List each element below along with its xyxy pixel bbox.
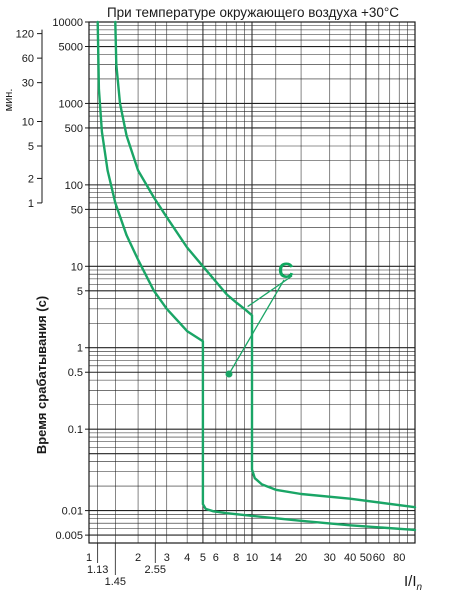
x-tick-label: 2 xyxy=(135,552,141,564)
x-tick-label: 3 xyxy=(164,552,170,564)
trip-curve-1 xyxy=(96,20,417,532)
minutes-tick-label: 10 xyxy=(22,116,34,128)
x-axis-unit: I/In xyxy=(404,573,423,593)
x-axis-label-main: I/I xyxy=(404,573,417,590)
curve-annotation: C xyxy=(225,258,294,378)
x-tick-label: 1.45 xyxy=(105,576,126,588)
curve-label-c: C xyxy=(278,258,294,283)
x-axis-label: I/In xyxy=(404,573,423,593)
y-axis-label: Время срабатывания (с) xyxy=(34,296,49,454)
y-tick-label: 0.5 xyxy=(68,367,83,379)
minutes-tick-label: 1 xyxy=(28,198,34,210)
y-tick-label: 100 xyxy=(65,180,83,192)
y-tick-label: 500 xyxy=(65,123,83,135)
x-tick-label: 60 xyxy=(373,552,385,564)
y-tick-label: 0.1 xyxy=(68,424,83,436)
x-tick-label: 1 xyxy=(86,552,92,564)
minutes-axis: 120 60 30 10 5 2 1 xyxy=(16,29,43,210)
x-tick-label: 5 xyxy=(200,552,206,564)
annotation-leader-lower xyxy=(228,279,285,375)
grid-major-lines xyxy=(88,22,415,543)
minutes-tick-label: 30 xyxy=(22,78,34,90)
annotation-leader-upper xyxy=(247,275,293,308)
x-tick-label: 4 xyxy=(184,552,190,564)
x-tick-label: 20 xyxy=(295,552,307,564)
chart-title: При температуре окружающего воздуха +30°… xyxy=(107,5,399,20)
x-tick-label: 6 xyxy=(213,552,219,564)
x-axis-ticks: 11.131.45 2 2.553 4 5 6 8 10 14 20 30 40 50 60 80 xyxy=(86,543,405,588)
minutes-tick-label: 120 xyxy=(16,29,34,41)
y-axis-ticks: 10000 5000 1000 500 100 50 10 5 1 0.5 0.1 0.01 0.005 xyxy=(52,17,89,542)
x-tick-label: 80 xyxy=(393,552,405,564)
x-tick-label: 2.55 xyxy=(145,564,166,576)
x-axis-label-subscript: n xyxy=(417,582,423,593)
y-tick-label: 10 xyxy=(71,261,83,273)
x-tick-label: 30 xyxy=(324,552,336,564)
minutes-tick-label: 60 xyxy=(22,53,34,65)
x-tick-label: 8 xyxy=(233,552,239,564)
plot-frame xyxy=(88,21,416,544)
minutes-axis-label: мин. xyxy=(3,89,15,112)
annotation-dot xyxy=(225,370,233,378)
y-tick-label: 0.005 xyxy=(55,530,83,542)
x-tick-label: 50 xyxy=(360,552,372,564)
y-tick-label: 5 xyxy=(77,286,83,298)
y-tick-label: 5000 xyxy=(59,42,83,54)
x-tick-label: 40 xyxy=(344,552,356,564)
minutes-tick-label: 5 xyxy=(28,141,34,153)
x-tick-label: 10 xyxy=(246,552,258,564)
y-tick-label: 0.01 xyxy=(62,506,83,518)
y-tick-label: 1 xyxy=(77,343,83,355)
minutes-tick-label: 2 xyxy=(28,173,34,185)
x-tick-label: 1.13 xyxy=(87,564,108,576)
y-tick-label: 50 xyxy=(71,204,83,216)
x-tick-label: 14 xyxy=(270,552,282,564)
y-tick-label: 1000 xyxy=(59,98,83,110)
trip-curve-2 xyxy=(114,20,417,509)
y-tick-label: 10000 xyxy=(52,17,83,29)
trip-curves xyxy=(96,20,417,532)
